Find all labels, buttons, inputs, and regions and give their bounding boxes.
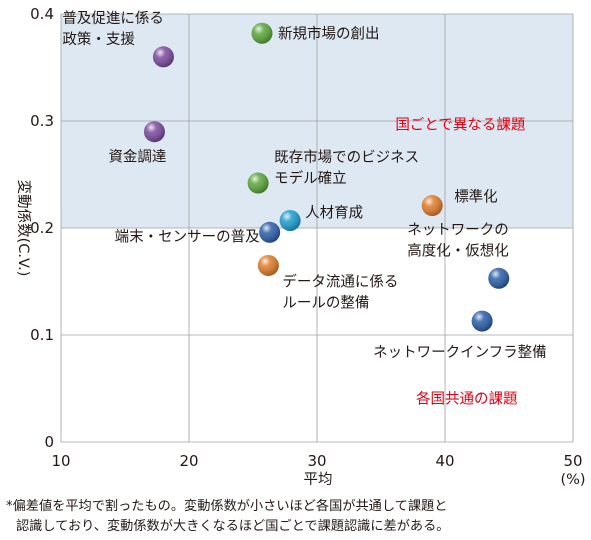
point-shine-9 [471,310,493,332]
point-label-6-0: 端末・センサーの普及 [115,228,260,245]
y-tick-label-0: 0 [44,433,54,451]
region-label-0: 国ごとで異なる課題 [395,117,525,134]
point-shine-0 [152,46,174,68]
y-tick-label-1: 0.1 [30,326,54,344]
point-shine-1 [251,22,273,44]
point-label-7-1: 高度化・仮想化 [407,242,509,259]
x-axis-unit: (%) [560,472,585,488]
point-shine-6 [259,221,281,243]
point-label-5-0: 人材育成 [305,205,363,222]
data-point-6 [259,221,281,243]
point-label-8-0: データ流通に係る [282,272,398,290]
point-label-3-0: 既存市場でのビジネス [274,149,419,166]
point-label-0-1: 政策・支援 [62,31,135,48]
x-tick-label-1: 20 [179,452,198,470]
region-label-1: 各国共通の課題 [416,390,518,407]
data-point-9 [471,310,493,332]
point-label-0-0: 普及促進に係る [62,10,163,27]
y-tick-label-2: 0.2 [30,219,54,237]
data-point-2 [143,121,165,143]
footnote: *偏差値を平均で割ったもの。変動係数が小さいほど各国が共通して課題と 認識してお… [6,497,586,537]
data-point-7 [488,267,510,289]
data-point-3 [247,172,269,194]
point-shine-3 [247,172,269,194]
data-point-5 [279,210,301,232]
point-label-3-1: モデル確立 [274,169,347,187]
data-point-1 [251,22,273,44]
point-shine-4 [421,195,443,217]
point-label-4-0: 標準化 [454,189,498,206]
x-tick-label-2: 30 [307,452,326,470]
point-label-8-1: ルールの整備 [282,294,369,311]
x-tick-label-3: 40 [435,452,454,470]
point-label-2-0: 資金調達 [108,149,166,166]
x-tick-label-4: 50 [563,452,582,470]
data-point-4 [421,195,443,217]
y-axis-title: 変動係数(C.V.) [15,180,32,277]
data-point-0 [152,46,174,68]
footnote-line-1: *偏差値を平均で割ったもの。変動係数が小さいほど各国が共通して課題と [6,499,448,514]
x-tick-label-0: 10 [51,452,70,470]
point-label-1-0: 新規市場の創出 [278,25,380,42]
point-shine-8 [257,254,279,276]
point-shine-5 [279,210,301,232]
y-tick-label-4: 0.4 [30,5,54,23]
point-label-9-0: ネットワークインフラ整備 [373,344,547,361]
data-point-8 [257,254,279,276]
y-tick-label-3: 0.3 [30,112,54,130]
point-label-7-0: ネットワークの [407,221,509,238]
point-shine-7 [488,267,510,289]
x-axis-title: 平均 [304,471,333,488]
footnote-line-2: 認識しており、変動係数が大きくなるほど国ごとで課題認識に差がある。 [16,519,450,534]
point-shine-2 [143,121,165,143]
